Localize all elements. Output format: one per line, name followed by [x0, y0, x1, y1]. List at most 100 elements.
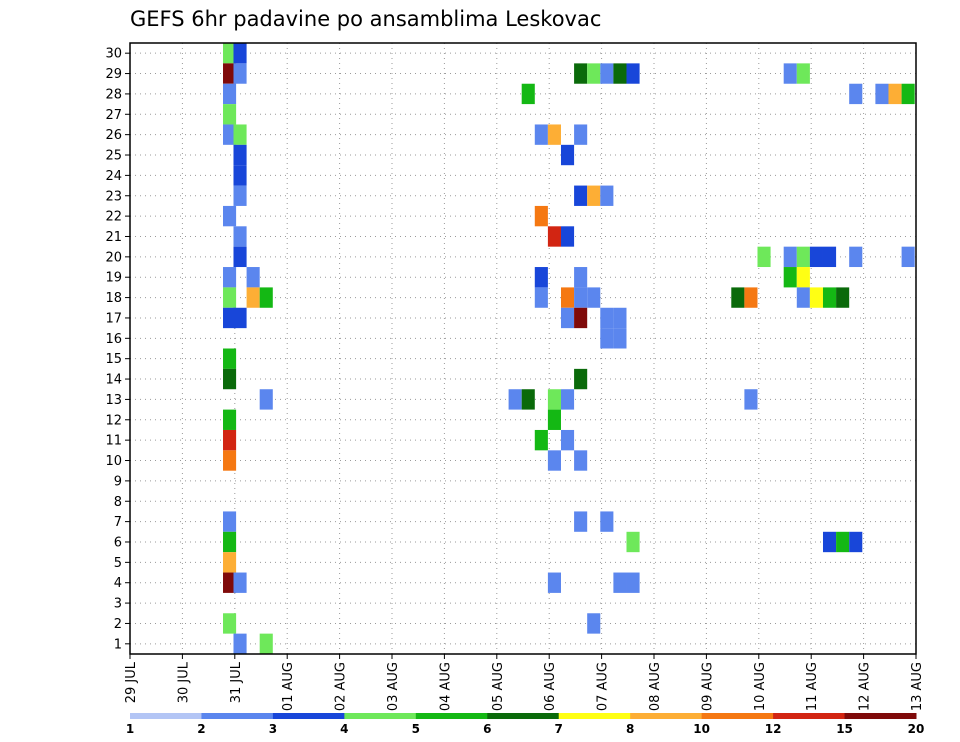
colorbar-label: 1: [126, 722, 134, 736]
data-cell: [246, 267, 260, 288]
x-tick-label: 10 AUG: [753, 662, 768, 711]
data-cell: [534, 205, 548, 227]
data-cell: [822, 246, 837, 268]
data-cell: [783, 63, 797, 84]
y-tick-label: 20: [105, 250, 122, 265]
y-tick-label: 28: [105, 87, 122, 102]
y-tick-label: 27: [105, 108, 122, 123]
data-cell: [560, 226, 575, 247]
data-cell: [534, 267, 548, 288]
data-cell: [574, 287, 588, 308]
grid: [130, 43, 916, 654]
data-cell: [560, 287, 575, 308]
data-cell: [233, 144, 247, 166]
data-cell: [259, 389, 273, 410]
data-cell: [560, 307, 575, 329]
x-tick-label: 02 AUG: [334, 662, 349, 711]
data-cell: [849, 246, 863, 268]
x-tick-label: 29 JUL: [124, 661, 139, 703]
x-tick-label: 03 AUG: [386, 662, 401, 711]
x-tick-label: 01 AUG: [281, 662, 296, 711]
data-cell: [223, 267, 237, 288]
colorbar: 1 2 3 4 5 6 7 8 10 12 15 20: [126, 713, 925, 736]
data-cell: [560, 429, 575, 451]
x-tick-label: 30 JUL: [176, 661, 191, 703]
data-cell: [547, 124, 561, 145]
data-cell: [223, 63, 237, 84]
data-cell: [233, 226, 247, 247]
data-cell: [534, 124, 548, 145]
data-cell: [888, 83, 902, 105]
data-cell: [223, 552, 237, 573]
colorbar-swatch: [558, 713, 631, 719]
colorbar-swatch: [344, 713, 417, 719]
data-cell: [600, 307, 614, 329]
data-cell: [560, 389, 575, 410]
data-cell: [574, 63, 588, 84]
data-cell: [731, 287, 745, 308]
x-tick-label: 04 AUG: [438, 662, 453, 711]
data-cell: [613, 63, 627, 84]
data-cell: [626, 572, 640, 593]
y-tick-label: 22: [105, 210, 122, 225]
colorbar-label: 5: [412, 722, 420, 736]
data-cell: [223, 307, 237, 329]
data-cell: [223, 368, 237, 390]
data-cell: [547, 389, 561, 410]
data-cell: [223, 83, 237, 105]
y-tick-label: 3: [114, 597, 122, 612]
y-tick-label: 14: [105, 373, 122, 388]
data-cell: [822, 287, 837, 308]
data-cell: [223, 450, 237, 471]
y-tick-label: 10: [105, 454, 122, 469]
y-tick-label: 9: [114, 474, 122, 489]
data-cell: [836, 531, 850, 553]
x-tick-label: 11 AUG: [805, 662, 820, 711]
colorbar-swatch: [130, 713, 202, 719]
data-cell: [783, 267, 797, 288]
data-cell: [223, 429, 237, 451]
data-cell: [587, 63, 601, 84]
data-cell: [822, 531, 837, 553]
data-cell: [223, 104, 237, 125]
colorbar-swatch: [773, 713, 846, 719]
y-tick-label: 23: [105, 189, 122, 204]
data-cell: [836, 287, 850, 308]
colorbar-swatch: [844, 713, 917, 719]
data-cell: [223, 287, 237, 308]
y-tick-label: 12: [105, 413, 122, 428]
y-tick-label: 2: [114, 617, 122, 632]
y-tick-label: 24: [105, 169, 122, 184]
data-cell: [547, 226, 561, 247]
data-cell: [259, 633, 273, 654]
data-cell: [233, 43, 247, 64]
colorbar-swatch: [701, 713, 774, 719]
x-tick-label: 08 AUG: [648, 662, 663, 711]
colorbar-label: 20: [908, 722, 925, 736]
data-cell: [521, 389, 535, 410]
colorbar-swatch: [201, 713, 274, 719]
data-cell: [534, 429, 548, 451]
x-tick-label: 13 AUG: [910, 662, 925, 711]
data-cell: [587, 185, 601, 206]
data-cell: [259, 287, 273, 308]
data-cell: [613, 328, 627, 349]
data-cell: [626, 63, 640, 84]
colorbar-label: 4: [340, 722, 348, 736]
data-cell: [223, 531, 237, 553]
y-tick-label: 30: [105, 47, 122, 62]
data-cell: [600, 185, 614, 206]
axes: 1234567891011121314151617181920212223242…: [105, 42, 925, 711]
data-cell: [796, 287, 810, 308]
data-cell: [223, 572, 237, 593]
y-tick-label: 26: [105, 128, 122, 143]
data-cells: [223, 43, 915, 654]
data-cell: [223, 205, 237, 227]
data-cell: [574, 511, 588, 532]
data-cell: [744, 287, 758, 308]
colorbar-label: 15: [836, 722, 853, 736]
x-tick-label: 31 JUL: [229, 661, 244, 703]
x-tick-label: 07 AUG: [596, 662, 611, 711]
plot-frame: [129, 42, 917, 655]
data-cell: [875, 83, 889, 105]
